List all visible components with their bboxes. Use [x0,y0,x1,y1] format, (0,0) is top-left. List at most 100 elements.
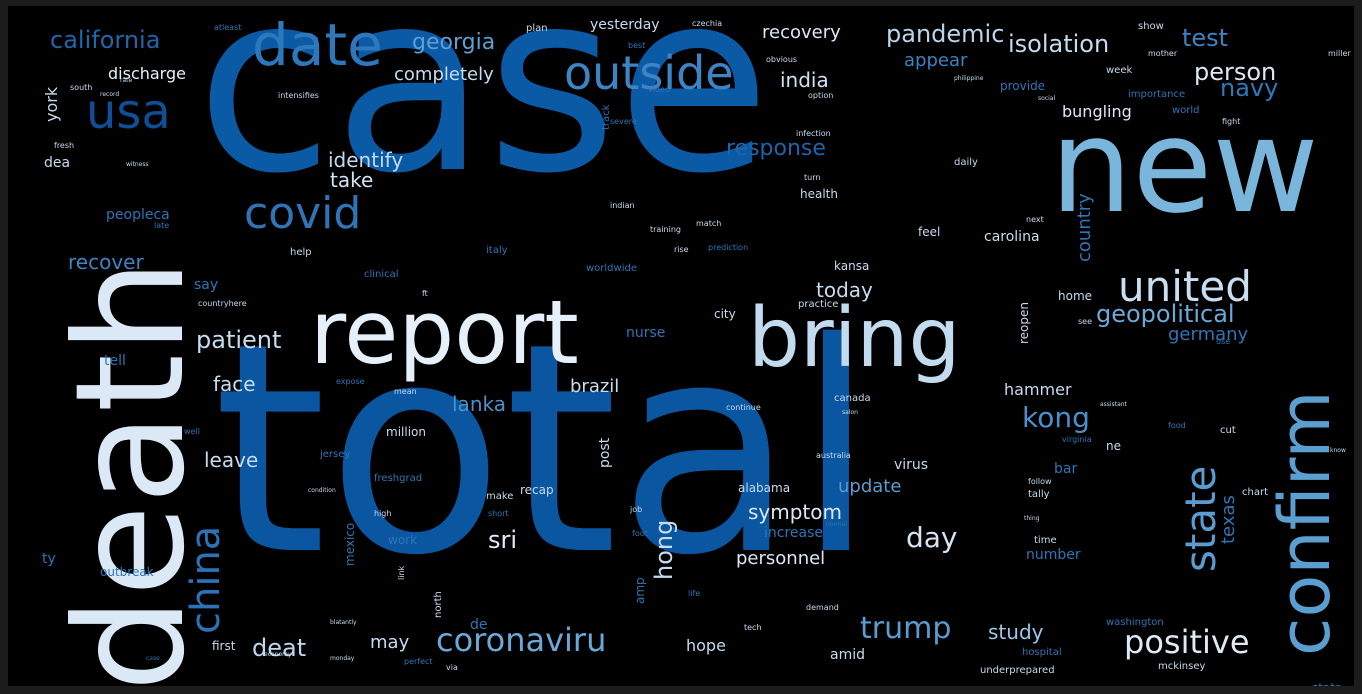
cloud-word-provide: provide [1000,79,1046,93]
cloud-word-demand: demand [806,603,839,612]
cloud-word-kansa: kansa [834,259,870,273]
cloud-word-response: response [726,136,826,161]
cloud-word-identify: identify [328,148,404,172]
cloud-word-virus: virus [894,457,929,473]
cloud-word-dea: dea [44,155,71,171]
cloud-word-today: today [816,278,873,302]
cloud-word-worldwide: worldwide [586,263,637,274]
cloud-word-city: city [714,307,736,321]
cloud-word-peopleca: peopleca [106,207,170,223]
cloud-word-well: well [184,427,200,436]
cloud-word-fight: fight [1222,117,1241,126]
cloud-word-discharge: discharge [108,64,186,83]
cloud-word-severe: severe [610,117,637,126]
cloud-word-tally: tally [1028,489,1050,500]
cloud-word-recovery: recovery [762,22,841,43]
cloud-word-foot: foot [632,529,648,538]
cloud-word-economy: economy [264,651,292,658]
cloud-word-personnel: personnel [736,548,826,569]
cloud-word-recap: recap [520,483,554,497]
cloud-word-india: india [780,68,829,92]
cloud-word-washington: washington [1106,617,1164,628]
cloud-word-normal: normal [826,521,848,528]
cloud-word-hope: hope [686,636,726,655]
cloud-word-brazil: brazil [570,376,620,397]
cloud-word-update: update [838,476,902,497]
cloud-word-training: training [650,225,681,234]
cloud-word-job: job [630,505,643,514]
cloud-word-practice: practice [798,299,839,310]
cloud-word-indian: indian [610,201,635,210]
cloud-word-thing: thing [1024,515,1040,522]
cloud-word-social: social [1038,95,1056,102]
cloud-word-california: california [50,26,161,54]
cloud-word-ty: ty [42,551,56,567]
cloud-word-freshgrad: freshgrad [374,473,423,484]
cloud-word-amp: amp [633,577,647,604]
cloud-word-work: work [388,533,418,547]
cloud-word-symptom: symptom [748,500,842,524]
cloud-word-jersey: jersey [320,449,351,460]
cloud-word-coronaviru: coronaviru [436,621,607,659]
cloud-word-million: million [386,425,426,439]
cloud-word-tell: tell [104,353,126,369]
cloud-word-obvious: obvious [766,55,798,64]
cloud-word-georgia: georgia [412,30,496,55]
cloud-word-short: short [488,509,509,518]
cloud-word-miller: miller [1328,49,1351,58]
cloud-word-country: country [1074,193,1095,262]
cloud-word-new: new [1050,90,1319,242]
cloud-word-recover: recover [68,250,144,274]
cloud-word-chart: chart [1242,487,1268,498]
cloud-word-leave: leave [204,448,259,472]
cloud-word-perfect: perfect [404,657,433,666]
cloud-word-lanka: lanka [452,392,506,416]
cloud-word-say: say [194,277,219,293]
cloud-word-post: post [597,437,613,468]
cloud-word-clinical: clinical [364,269,399,280]
cloud-word-may: may [370,632,410,653]
cloud-word-hammer: hammer [1004,380,1072,399]
cloud-word-first: first [212,639,236,653]
cloud-word-united: united [1118,262,1252,311]
cloud-word-take: take [330,168,374,192]
cloud-word-mother: mother [1148,49,1178,58]
cloud-word-bungling: bungling [1062,102,1132,121]
cloud-word-patient: patient [196,326,282,354]
cloud-word-week: week [1106,65,1133,76]
cloud-word-state: state [1176,465,1225,572]
cloud-word-carolina: carolina [984,229,1040,245]
cloud-word-alabama: alabama [738,481,791,495]
cloud-word-underprepared: underprepared [980,665,1055,676]
cloud-word-time: time [1034,535,1057,546]
cloud-word-date: date [252,11,383,79]
cloud-word-stats: stats [1312,682,1341,686]
cloud-word-witness: witness [126,161,149,168]
cloud-word-sri: sri [488,526,518,554]
cloud-word-cut: cut [1220,425,1236,436]
cloud-word-record: record [100,91,120,98]
cloud-word-texas: texas [1218,495,1239,544]
cloud-word-video: video [648,85,670,94]
cloud-word-usa: usa [86,84,171,140]
cloud-word-navy: navy [1220,74,1279,102]
cloud-word-turn: turn [804,173,821,182]
cloud-word-report: report [310,281,579,384]
cloud-word-number: number [1026,547,1081,563]
cloud-word-match: match [696,219,722,228]
cloud-word-option: option [808,91,834,100]
cloud-word-reopen: reopen [1017,302,1031,344]
cloud-word-via: via [446,663,458,672]
cloud-word-deat: deat [252,634,307,662]
cloud-word-italy: italy [486,245,508,256]
cloud-word-completely: completely [394,64,494,85]
cloud-word-daily: daily [954,157,978,168]
cloud-word-day: day [906,521,958,554]
cloud-word-home: home [1058,289,1093,303]
cloud-word-total: total [213,282,877,619]
cloud-word-make: make [486,491,514,502]
cloud-word-yesterday: yesterday [590,17,660,33]
cloud-word-de: de [470,617,488,633]
cloud-word-rate: rate [120,77,133,84]
cloud-word-feel: feel [918,225,941,239]
